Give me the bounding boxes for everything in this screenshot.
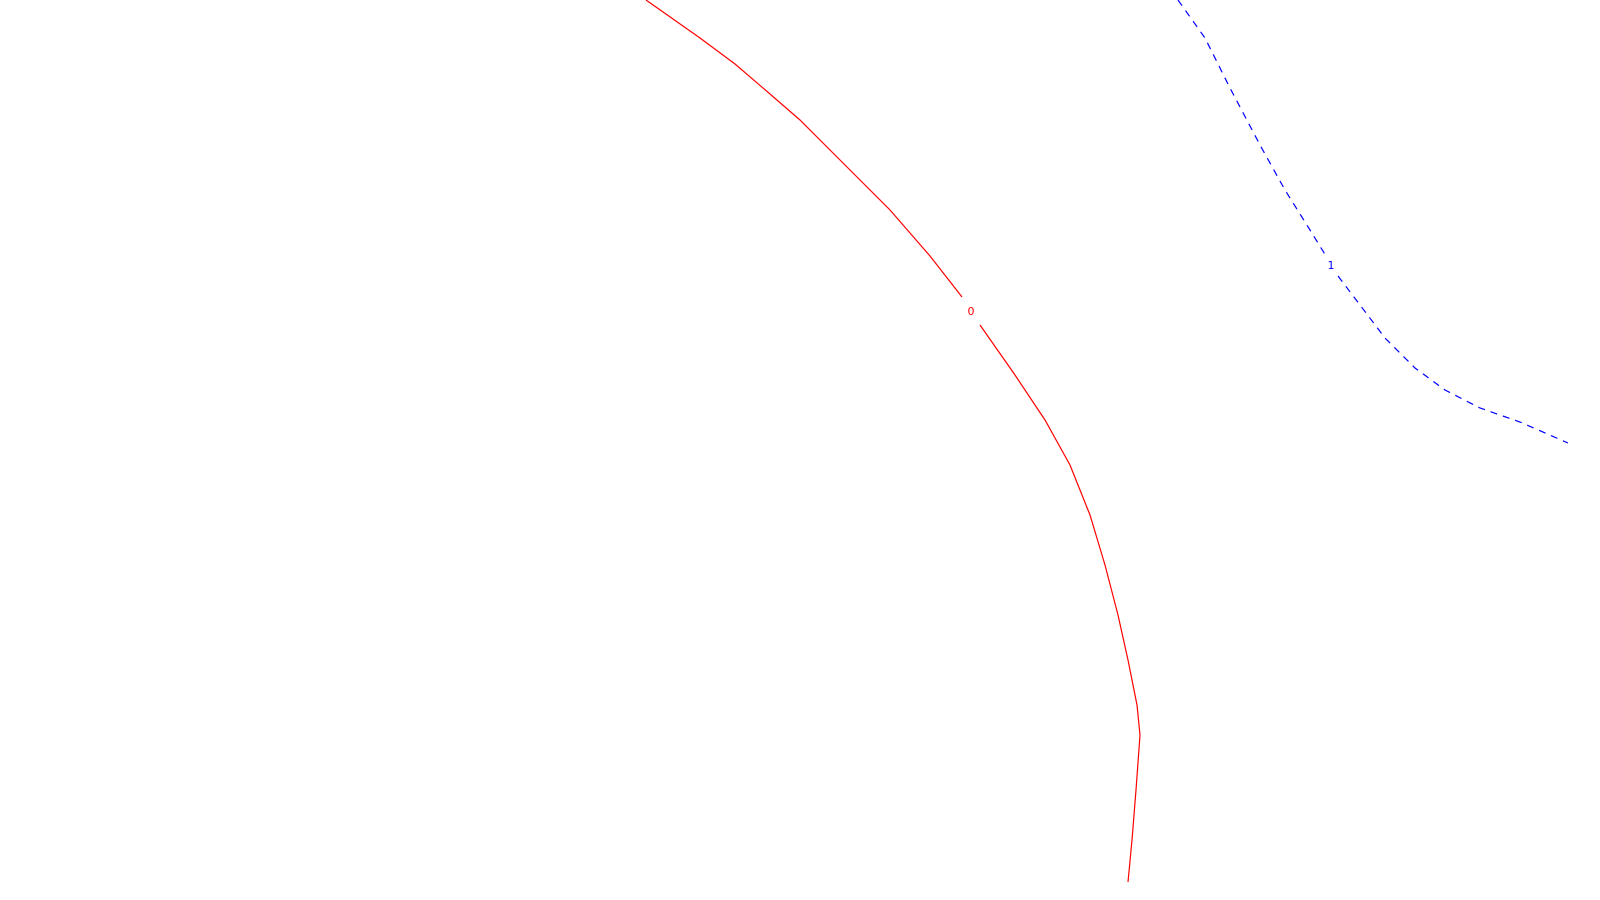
contour-line-0: 0 (645, 0, 1141, 883)
contour-label-0: 0 (968, 305, 975, 318)
contour-line-0-path-lower (979, 324, 1141, 883)
contour-label-1: 1 (1328, 259, 1335, 272)
contour-line-1: 1 (1177, 0, 1569, 444)
contour-line-1-path (1177, 0, 1327, 257)
contour-line-0-path (645, 0, 963, 298)
contour-line-1-path-lower (1337, 275, 1569, 444)
